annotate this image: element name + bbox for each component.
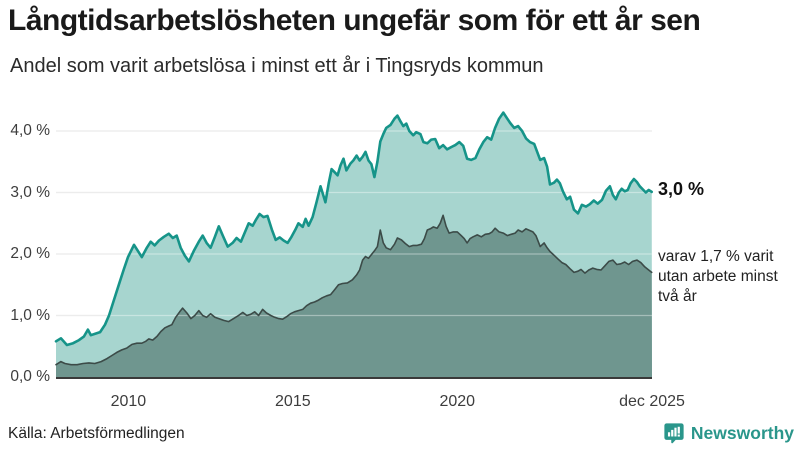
x-tick-label: 2010 xyxy=(110,393,147,410)
x-tick-label: 2015 xyxy=(275,393,311,410)
newsworthy-logo: Newsworthy xyxy=(663,422,794,444)
series-line-total xyxy=(54,111,653,347)
y-tick-label: 2,0 % xyxy=(10,245,50,262)
chart-subtitle: Andel som varit arbetslösa i minst ett å… xyxy=(10,55,544,77)
x-tick-label: 2020 xyxy=(439,393,476,410)
series-line-two-years xyxy=(55,214,653,366)
y-tick-label: 3,0 % xyxy=(10,183,50,201)
x-tick-label: dec 2025 xyxy=(619,393,685,410)
brand-name: Newsworthy xyxy=(690,422,794,443)
y-tick-label: 4,0 % xyxy=(10,122,50,139)
y-tick-label: 1,0 % xyxy=(10,306,50,324)
side-note: varav 1,7 % varit utan arbete minst två … xyxy=(658,248,778,305)
y-tick-label: 0,0 % xyxy=(10,368,50,385)
series-area-two-years xyxy=(56,215,652,377)
end-value-label: 3,0 % xyxy=(658,179,705,199)
newsworthy-speech-bubble-icon xyxy=(664,423,684,444)
source-note: Källa: Arbetsförmedlingen xyxy=(8,425,185,442)
page-title: Långtidsarbetslösheten ungefär som för e… xyxy=(8,4,701,37)
